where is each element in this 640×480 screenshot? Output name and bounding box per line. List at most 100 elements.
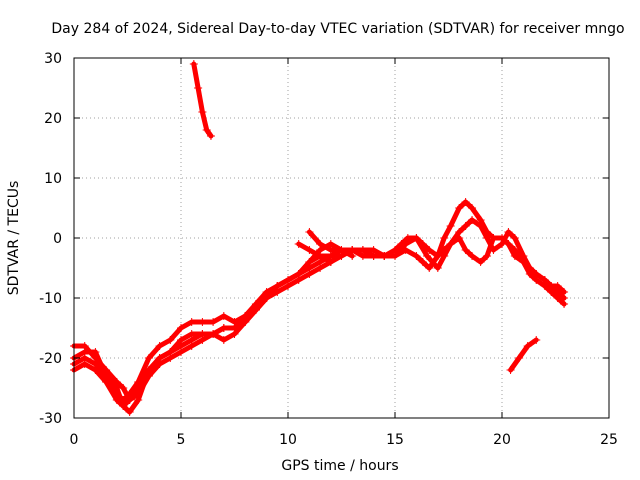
data-point [112,396,121,404]
data-point [198,330,207,338]
data-point [316,252,325,260]
data-point [198,318,207,326]
data-point [348,252,357,260]
data-point [177,342,185,350]
tick-layer: 0 5 10 15 20 25 -30 -20 -10 0 10 20 30 [39,51,618,448]
data-point [155,342,164,350]
data-point [510,234,519,242]
data-point [219,336,228,344]
data-point [326,246,335,254]
data-point [483,234,492,242]
data-point [532,336,541,344]
data-point [455,228,464,236]
data-point [446,222,455,230]
data-point [515,354,524,362]
data-point [202,126,211,134]
data-point [418,240,427,248]
data-point [91,360,100,368]
data-point [369,252,378,260]
data-point [219,312,228,320]
data-point [468,252,477,260]
x-tick-label: 0 [70,432,79,448]
x-tick-label: 20 [493,432,511,448]
data-point [189,60,198,68]
x-axis-label: GPS time / hours [281,458,398,474]
data-point [403,234,412,242]
y-tick-label: -30 [39,411,62,427]
x-tick-label: 10 [279,432,297,448]
data-point [440,234,449,242]
y-tick-label: 20 [44,111,62,127]
data-point [209,330,218,338]
data-point [262,294,271,302]
data-point [525,264,534,272]
data-point [305,270,314,278]
data-point [532,270,541,278]
data-point [560,288,569,296]
data-point [455,204,464,212]
data-point [198,108,207,116]
data-point [80,342,89,350]
chart-title: Day 284 of 2024, Sidereal Day-to-day VTE… [51,21,624,37]
data-point [125,408,134,416]
data-point [112,384,121,392]
data-point [305,228,314,236]
data-point [316,240,325,248]
data-point [401,240,410,248]
data-point [337,246,346,254]
data-point [425,264,434,272]
data-point [510,246,519,254]
data-point [440,252,449,260]
data-point [241,318,250,326]
data-point [412,234,421,242]
data-point [316,264,325,272]
data-point [144,354,153,362]
series-track-5 [191,61,214,139]
x-tick-label: 15 [386,432,404,448]
data-point [177,324,185,332]
data-point [446,240,455,248]
data-point [294,240,303,248]
data-point [498,240,506,248]
data-point [433,264,442,272]
data-point [219,324,228,332]
data-point [560,300,569,308]
data-point [476,222,485,230]
data-point [187,318,196,326]
data-point [461,246,470,254]
data-point [305,246,314,254]
marker-layer [70,60,569,416]
y-tick-label: 10 [44,171,62,187]
data-point [461,198,470,206]
data-point [187,336,196,344]
data-point [506,366,515,374]
data-point [134,396,143,404]
data-point [119,402,128,410]
data-point [504,228,513,236]
x-tick-label: 25 [600,432,618,448]
data-point [519,252,528,260]
y-tick-label: -20 [39,351,62,367]
data-point [273,282,282,290]
data-point [468,216,477,224]
series-track-6 [296,241,334,265]
data-point [166,348,175,356]
data-point [489,246,498,254]
data-point [391,252,399,260]
data-point [553,282,562,290]
data-point [423,252,432,260]
data-point [553,294,562,302]
series-track-7 [508,337,539,373]
data-point [523,342,532,350]
data-point [358,246,367,254]
data-point [209,318,218,326]
data-point [305,258,314,266]
y-axis-label: SDTVAR / TECUs [6,181,22,296]
data-point [294,270,303,278]
data-point [155,354,164,362]
data-point [412,252,421,260]
data-point [540,276,549,284]
data-point [102,372,111,380]
data-point [425,246,434,254]
